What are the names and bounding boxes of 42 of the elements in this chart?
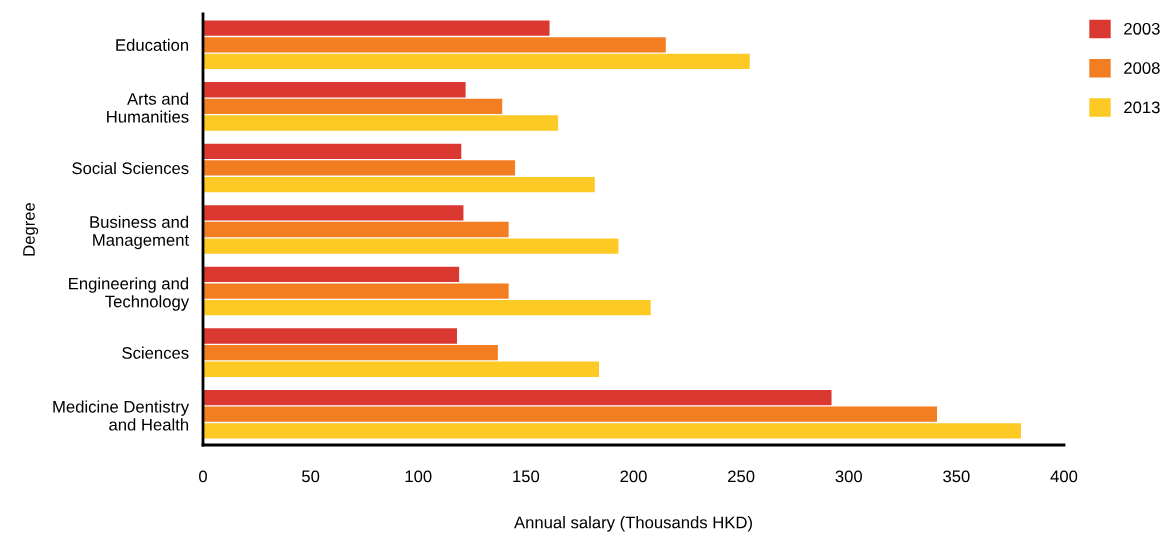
bar: [203, 115, 559, 131]
bar: [203, 266, 460, 283]
bar: [203, 205, 464, 221]
bar: [203, 160, 516, 176]
y-tick-label: Sciences: [122, 346, 189, 359]
legend-label: 2003: [1124, 22, 1160, 35]
x-tick-label: 100: [405, 470, 432, 483]
x-tick-label: 200: [620, 470, 647, 483]
x-tick-label: 250: [728, 470, 755, 483]
y-tick-label: Arts and Humanities: [107, 92, 189, 123]
bar: [203, 328, 457, 344]
bar: [203, 406, 937, 422]
x-tick-label: 0: [199, 470, 207, 483]
bar: [203, 53, 750, 70]
bar: [203, 98, 503, 114]
x-axis-title: Annual salary (Thousands HKD): [514, 516, 752, 532]
bar: [203, 361, 600, 377]
x-tick-label: 300: [835, 470, 862, 483]
bar: [203, 176, 595, 193]
bar: [203, 300, 651, 316]
y-tick-label: Business and Management: [90, 215, 189, 250]
x-tick-label: 350: [943, 470, 970, 483]
bar: [203, 283, 509, 299]
y-tick-label: Social Sciences: [72, 161, 189, 175]
bar: [203, 345, 498, 361]
y-axis-title: Degree: [23, 202, 39, 256]
y-tick-label: Medicine Dentistry and Health: [53, 400, 190, 431]
bar: [203, 221, 509, 238]
y-tick-label: Education: [116, 38, 189, 51]
bar: [203, 143, 462, 159]
bar: [203, 37, 666, 53]
bar: [203, 20, 550, 36]
x-tick-label: 400: [1050, 470, 1078, 483]
bar: [203, 423, 1021, 439]
legend-label: 2013: [1124, 101, 1160, 114]
bar: [203, 82, 466, 98]
y-tick-label: Engineering and Technology: [69, 277, 190, 311]
bar: [203, 238, 619, 254]
bar: [203, 389, 832, 406]
legend-label: 2008: [1124, 62, 1160, 74]
x-tick-label: 50: [302, 470, 320, 483]
x-tick-label: 150: [513, 470, 540, 483]
